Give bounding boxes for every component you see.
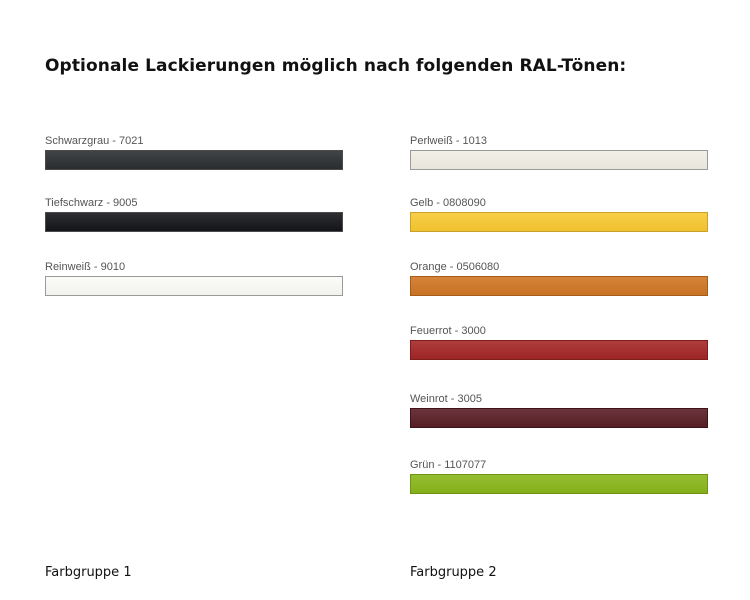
swatch-reinweiss: Reinweiß - 9010 [45,261,345,296]
swatch-label: Perlweiß - 1013 [410,135,488,147]
swatch-label: Orange - 0506080 [410,261,500,273]
color-bar [45,212,343,232]
swatch-schwarzgrau: Schwarzgrau - 7021 [45,135,345,170]
swatch-label: Weinrot - 3005 [410,393,482,405]
color-bar [45,150,343,170]
color-bar [410,150,708,170]
swatch-label: Schwarzgrau - 7021 [45,135,144,147]
swatch-gelb: Gelb - 0808090 [410,197,710,232]
color-bar [410,212,708,232]
swatch-label: Tiefschwarz - 9005 [45,197,138,209]
swatch-orange: Orange - 0506080 [410,261,710,296]
swatch-tiefschwarz: Tiefschwarz - 9005 [45,197,345,232]
group-label-1: Farbgruppe 1 [45,565,132,580]
swatch-perlweiss: Perlweiß - 1013 [410,135,710,170]
color-bar [410,408,708,428]
color-bar [410,340,708,360]
swatch-label: Grün - 1107077 [410,459,487,471]
swatch-gruen: Grün - 1107077 [410,459,710,494]
color-bar [410,474,708,494]
swatch-weinrot: Weinrot - 3005 [410,393,710,428]
swatch-label: Reinweiß - 9010 [45,261,126,273]
color-bar [410,276,708,296]
swatch-feuerrot: Feuerrot - 3000 [410,325,710,360]
swatch-label: Gelb - 0808090 [410,197,486,209]
page-title: Optionale Lackierungen möglich nach folg… [45,56,627,76]
group-label-2: Farbgruppe 2 [410,565,497,580]
swatch-label: Feuerrot - 3000 [410,325,486,337]
color-bar [45,276,343,296]
